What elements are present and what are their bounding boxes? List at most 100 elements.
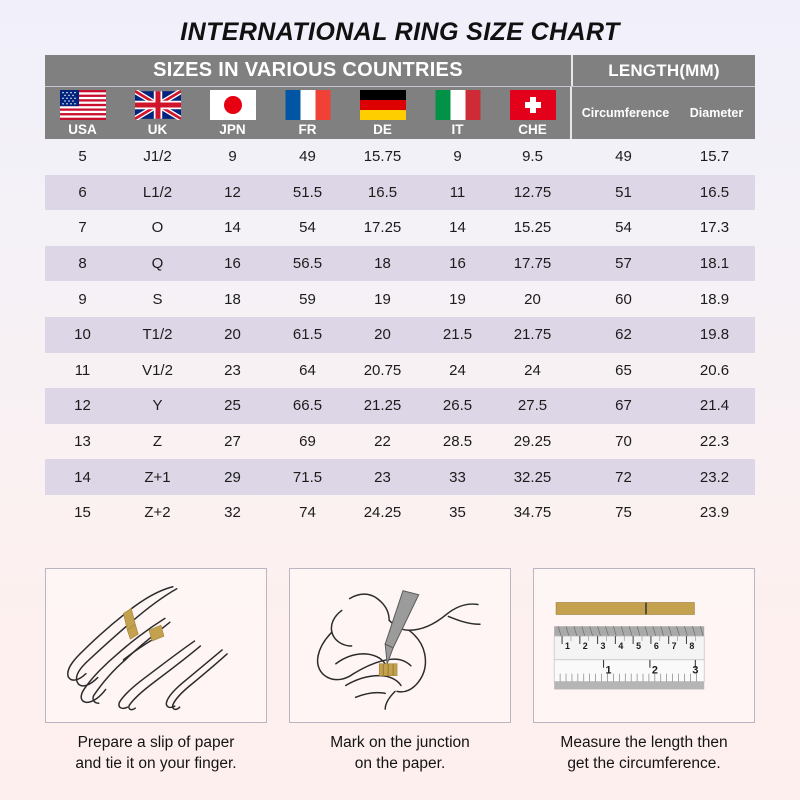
cell-diameter: 16.5 xyxy=(699,183,730,201)
column-header-usa: USA xyxy=(45,87,120,139)
column-header-de-label: DE xyxy=(373,122,392,137)
column-header-che-label: CHE xyxy=(518,122,547,137)
cell-length-group: 60 18.9 xyxy=(570,291,755,308)
cell-uk: T1/2 xyxy=(142,326,173,344)
cell-diameter: 20.6 xyxy=(699,361,730,379)
cell-diameter: 23.9 xyxy=(699,504,730,522)
cell-jpn: 25 xyxy=(224,397,241,415)
cell-uk: Z xyxy=(152,433,163,451)
instruction-caption-1-line1: Prepare a slip of paper xyxy=(77,734,235,751)
cell-length-group: 54 17.3 xyxy=(570,219,755,236)
cell-it: 35 xyxy=(449,504,466,522)
cell-che: 9.5 xyxy=(522,148,543,166)
cell-usa: 7 xyxy=(78,219,87,237)
cell-che: 17.75 xyxy=(513,255,552,273)
cell-jpn: 9 xyxy=(228,148,237,166)
table-row: 14 Z+1 29 71.5 23 33 32.25 72 23.2 xyxy=(45,459,755,495)
table-row: 10 T1/2 20 61.5 20 21.5 21.75 62 19.8 xyxy=(45,316,755,353)
cell-uk: J1/2 xyxy=(143,148,172,166)
cell-de: 20.75 xyxy=(363,361,402,379)
svg-text:5: 5 xyxy=(636,641,641,651)
svg-text:7: 7 xyxy=(672,641,677,651)
cell-jpn: 29 xyxy=(224,468,241,486)
cell-usa: 12 xyxy=(74,397,91,415)
cell-fr: 66.5 xyxy=(292,397,323,415)
column-header-uk-label: UK xyxy=(147,122,168,137)
column-header-it: IT xyxy=(420,87,495,139)
cell-usa: 6 xyxy=(78,183,87,201)
column-header-fr-label: FR xyxy=(298,122,317,137)
cell-uk: V1/2 xyxy=(142,361,173,379)
cell-che: 15.25 xyxy=(513,219,552,237)
cell-che: 27.5 xyxy=(517,397,548,415)
svg-text:2: 2 xyxy=(652,665,658,677)
cell-che: 32.25 xyxy=(513,468,552,486)
cell-uk: O xyxy=(151,219,164,237)
cell-circumference: 72 xyxy=(615,468,632,486)
cell-che: 34.75 xyxy=(513,504,552,522)
instruction-step-3: 1 2 3 4 5 6 7 8 1 2 3 Measure the length then xyxy=(533,568,755,774)
page-title: INTERNATIONAL RING SIZE CHART xyxy=(180,18,620,46)
column-header-che: CHE xyxy=(495,87,570,139)
cell-uk: Z+2 xyxy=(144,504,171,522)
cell-de: 17.25 xyxy=(363,219,402,237)
column-header-jpn-label: JPN xyxy=(219,122,246,137)
instruction-image-2 xyxy=(289,568,511,723)
cell-diameter: 18.9 xyxy=(699,290,730,308)
table-row: 15 Z+2 32 74 24.25 35 34.75 75 23.9 xyxy=(45,495,755,531)
table-column-header-row: USA UK JPN xyxy=(45,86,755,139)
instruction-caption-3-line2: get the circumference. xyxy=(567,755,721,772)
instruction-caption-3-line1: Measure the length then xyxy=(560,734,728,751)
cell-diameter: 18.1 xyxy=(699,255,730,273)
svg-text:1: 1 xyxy=(606,665,612,677)
cell-de: 20 xyxy=(374,326,391,344)
cell-length-group: 67 21.4 xyxy=(570,397,755,414)
cell-fr: 71.5 xyxy=(292,468,323,486)
flag-germany-icon xyxy=(359,90,406,120)
cell-usa: 9 xyxy=(78,290,87,308)
cell-jpn: 27 xyxy=(224,433,241,451)
flag-japan-icon xyxy=(209,90,256,120)
cell-fr: 61.5 xyxy=(292,326,323,344)
flag-uk-icon xyxy=(134,90,181,120)
cell-fr: 54 xyxy=(299,219,316,237)
cell-de: 22 xyxy=(374,433,391,451)
flag-switzerland-icon xyxy=(509,90,556,120)
column-header-diameter: Diameter xyxy=(689,106,744,120)
cell-length-group: 75 23.9 xyxy=(570,504,755,521)
cell-de: 23 xyxy=(374,468,391,486)
table-body: 5 J1/2 9 49 15.75 9 9.5 49 15.7 6 L1/2 1… xyxy=(45,139,755,531)
paper-strip-and-ruler-illustration: 1 2 3 4 5 6 7 8 1 2 3 xyxy=(553,602,705,690)
cell-de: 21.25 xyxy=(363,397,402,415)
table-row: 7 O 14 54 17.25 14 15.25 54 17.3 xyxy=(45,210,755,246)
cell-fr: 64 xyxy=(299,361,316,379)
cell-it: 28.5 xyxy=(442,433,473,451)
table-row: 5 J1/2 9 49 15.75 9 9.5 49 15.7 xyxy=(45,139,755,175)
table-row: 6 L1/2 12 51.5 16.5 11 12.75 51 16.5 xyxy=(45,174,755,211)
cell-fr: 51.5 xyxy=(292,183,323,201)
cell-circumference: 62 xyxy=(615,326,632,344)
cell-jpn: 20 xyxy=(224,326,241,344)
cell-uk: Y xyxy=(152,397,163,415)
cell-de: 19 xyxy=(374,290,391,308)
svg-text:4: 4 xyxy=(618,641,623,651)
flag-usa-icon xyxy=(59,90,106,120)
group-header-length: LENGTH(MM) xyxy=(608,60,720,80)
column-header-fr: FR xyxy=(270,87,345,139)
column-header-jpn: JPN xyxy=(195,87,270,139)
flag-italy-icon xyxy=(435,90,480,120)
cell-fr: 49 xyxy=(299,148,316,166)
cell-diameter: 21.4 xyxy=(699,397,730,415)
column-header-it-label: IT xyxy=(451,122,464,137)
instruction-step-1: Prepare a slip of paper and tie it on yo… xyxy=(45,568,267,774)
cell-jpn: 12 xyxy=(224,183,241,201)
instruction-caption-2: Mark on the junction on the paper. xyxy=(289,732,511,774)
cell-jpn: 18 xyxy=(224,290,241,308)
cell-usa: 14 xyxy=(74,468,91,486)
instruction-image-1 xyxy=(45,568,267,723)
column-header-usa-label: USA xyxy=(68,122,97,137)
cell-usa: 5 xyxy=(78,148,87,166)
column-header-circumference: Circumference xyxy=(581,106,670,120)
instruction-step-2: Mark on the junction on the paper. xyxy=(289,568,511,774)
cell-jpn: 14 xyxy=(224,219,241,237)
